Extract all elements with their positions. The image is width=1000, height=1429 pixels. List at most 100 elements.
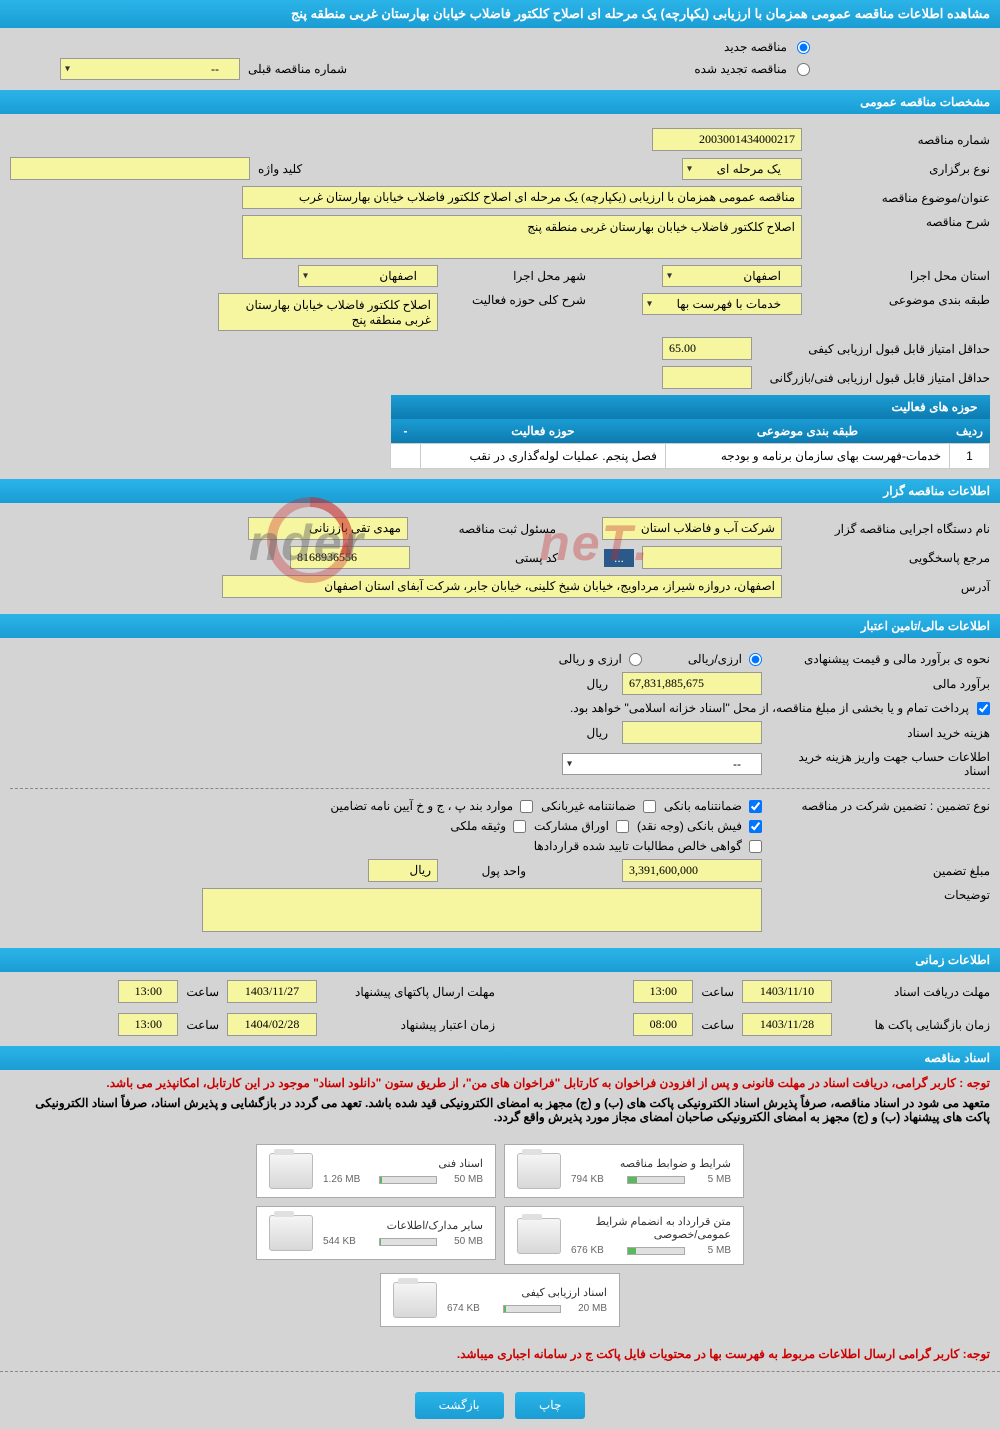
unit-rial-2: ریال xyxy=(586,726,608,740)
label-postal: کد پستی xyxy=(418,551,558,565)
input-send-time[interactable] xyxy=(118,980,178,1003)
label-province: استان محل اجرا xyxy=(810,269,990,283)
label-chk-nonbank: ضمانتنامه غیربانکی xyxy=(541,799,636,813)
divider xyxy=(10,788,990,789)
input-min-tech[interactable] xyxy=(662,366,752,389)
textarea-notes[interactable] xyxy=(202,888,762,932)
chk-clauses[interactable] xyxy=(520,800,533,813)
input-keyword[interactable] xyxy=(10,157,250,180)
label-prev-tender-no: شماره مناقصه قبلی xyxy=(248,62,347,76)
label-treasury-note: پرداخت تمام و یا بخشی از مبلغ مناقصه، از… xyxy=(570,701,969,715)
back-button[interactable]: بازگشت xyxy=(415,1392,504,1419)
doc-box[interactable]: متن قرارداد به انضمام شرایط عمومی/خصوصی 6… xyxy=(504,1206,744,1265)
label-estimate-method: نحوه ی برآورد مالی و قیمت پیشنهادی xyxy=(770,652,990,666)
folder-icon xyxy=(517,1153,561,1189)
select-account-value: -- xyxy=(733,757,741,771)
chk-bank-guarantee[interactable] xyxy=(749,800,762,813)
doc-title: متن قرارداد به انضمام شرایط عمومی/خصوصی xyxy=(571,1215,731,1241)
input-contact[interactable] xyxy=(642,546,782,569)
label-estimate: برآورد مالی xyxy=(770,677,990,691)
section-header-general: مشخصات مناقصه عمومی xyxy=(0,90,1000,114)
label-chk-property: وثیقه ملکی xyxy=(450,819,506,833)
input-receive-date[interactable] xyxy=(742,980,832,1003)
chk-nonbank-guarantee[interactable] xyxy=(643,800,656,813)
label-keyword: کلید واژه xyxy=(258,162,398,176)
label-money-unit: واحد پول xyxy=(446,864,526,878)
doc-limit: 20 MB xyxy=(567,1303,607,1314)
note-commitment: متعهد می شود در اسناد مناقصه، صرفاً پذیر… xyxy=(10,1096,990,1124)
doc-limit: 5 MB xyxy=(691,1174,731,1185)
radio-new-tender[interactable] xyxy=(797,41,810,54)
folder-icon xyxy=(269,1215,313,1251)
label-contact: مرجع پاسخگویی xyxy=(790,551,990,565)
checkbox-treasury[interactable] xyxy=(977,702,990,715)
input-open-time[interactable] xyxy=(633,1013,693,1036)
select-province-value: اصفهان xyxy=(743,269,781,283)
chevron-down-icon: ▾ xyxy=(567,759,572,770)
doc-box[interactable]: سایر مدارک/اطلاعات544 KB50 MB xyxy=(256,1206,496,1260)
chk-property[interactable] xyxy=(513,820,526,833)
input-open-date[interactable] xyxy=(742,1013,832,1036)
select-city[interactable]: اصفهان ▾ xyxy=(298,265,438,287)
input-send-date[interactable] xyxy=(227,980,317,1003)
cell-remove[interactable] xyxy=(391,444,421,469)
section-header-timing: اطلاعات زمانی xyxy=(0,948,1000,972)
input-validity-time[interactable] xyxy=(118,1013,178,1036)
input-validity-date[interactable] xyxy=(227,1013,317,1036)
chk-securities[interactable] xyxy=(616,820,629,833)
input-doc-cost[interactable] xyxy=(622,721,762,744)
chk-cash[interactable] xyxy=(749,820,762,833)
label-time: ساعت xyxy=(701,985,734,999)
radio-rial-and-currency[interactable] xyxy=(629,653,642,666)
label-time: ساعت xyxy=(186,985,219,999)
chk-receivables[interactable] xyxy=(749,840,762,853)
print-button[interactable]: چاپ xyxy=(515,1392,585,1419)
label-time: ساعت xyxy=(701,1018,734,1032)
label-doc-cost: هزینه خرید اسناد xyxy=(770,726,990,740)
input-subject[interactable] xyxy=(242,186,802,209)
label-renewed-tender: مناقصه تجدید شده xyxy=(694,62,787,76)
input-address[interactable] xyxy=(222,575,782,598)
cell-scope: فصل پنجم. عملیات لوله‌گذاری در نقب xyxy=(421,444,666,469)
select-account[interactable]: -- ▾ xyxy=(562,753,762,775)
folder-icon xyxy=(393,1282,437,1318)
label-chk-bank: ضمانتنامه بانکی xyxy=(664,799,742,813)
doc-size: 676 KB xyxy=(571,1245,621,1256)
textarea-scope-desc[interactable] xyxy=(218,293,438,331)
input-responsible[interactable] xyxy=(248,517,408,540)
label-time: ساعت xyxy=(186,1018,219,1032)
note-red-2: توجه: کاربر گرامی ارسال اطلاعات مربوط به… xyxy=(10,1347,990,1361)
select-type[interactable]: یک مرحله ای ▾ xyxy=(682,158,802,180)
input-min-qual[interactable] xyxy=(662,337,752,360)
radio-rial-currency[interactable] xyxy=(749,653,762,666)
textarea-description[interactable] xyxy=(242,215,802,259)
ellipsis-button[interactable]: ... xyxy=(604,549,634,567)
input-money-unit[interactable] xyxy=(368,859,438,882)
col-remove-icon[interactable]: - xyxy=(391,419,421,444)
select-province[interactable]: اصفهان ▾ xyxy=(662,265,802,287)
input-tender-no[interactable] xyxy=(652,128,802,151)
doc-box[interactable]: اسناد ارزیابی کیفی674 KB20 MB xyxy=(380,1273,620,1327)
progress-bar xyxy=(379,1238,437,1246)
input-postal[interactable] xyxy=(290,546,410,569)
input-org[interactable] xyxy=(602,517,782,540)
select-prev-tender[interactable]: -- ▾ xyxy=(60,58,240,80)
doc-size: 674 KB xyxy=(447,1303,497,1314)
activity-table-title: حوزه های فعالیت xyxy=(391,395,990,419)
progress-bar xyxy=(379,1176,437,1184)
doc-box[interactable]: اسناد فنی1.26 MB50 MB xyxy=(256,1144,496,1198)
doc-limit: 5 MB xyxy=(691,1245,731,1256)
label-org: نام دستگاه اجرایی مناقصه گزار xyxy=(790,522,990,536)
label-tender-no: شماره مناقصه xyxy=(810,133,990,147)
input-estimate[interactable] xyxy=(622,672,762,695)
radio-renewed-tender[interactable] xyxy=(797,63,810,76)
doc-box[interactable]: شرایط و ضوابط مناقصه794 KB5 MB xyxy=(504,1144,744,1198)
col-scope: حوزه فعالیت xyxy=(421,419,666,444)
label-subject: عنوان/موضوع مناقصه xyxy=(810,191,990,205)
select-category[interactable]: خدمات با فهرست بها ▾ xyxy=(642,293,802,315)
input-receive-time[interactable] xyxy=(633,980,693,1003)
label-chk-clauses: موارد بند پ ، ج و خ آیین نامه تضامین xyxy=(330,799,513,813)
label-responsible: مسئول ثبت مناقصه xyxy=(416,522,556,536)
page-title: مشاهده اطلاعات مناقصه عمومی همزمان با ار… xyxy=(0,0,1000,28)
input-guarantee-amount[interactable] xyxy=(622,859,762,882)
